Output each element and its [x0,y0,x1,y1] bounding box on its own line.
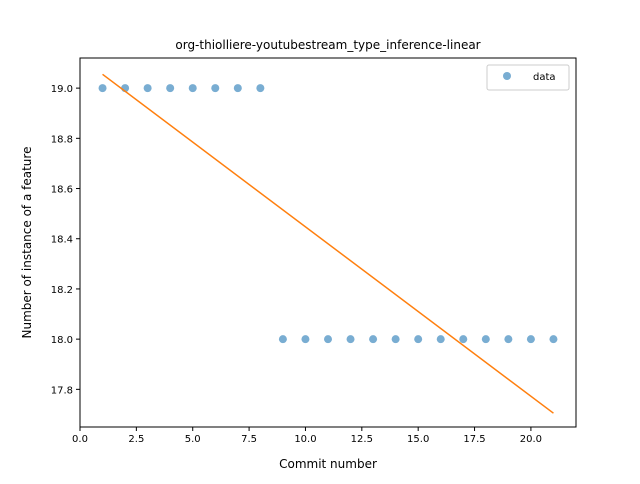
data-point [166,84,175,93]
y-tick-label: 18.4 [51,235,73,246]
x-axis-label: Commit number [279,457,377,471]
x-tick-label: 7.5 [241,434,257,445]
data-point [549,335,558,344]
legend-marker-data [503,72,511,80]
y-tick-label: 18.0 [51,335,73,346]
data-point [414,335,423,344]
y-tick-label: 18.8 [51,134,73,145]
y-tick-label: 18.6 [51,185,73,196]
y-tick-label: 17.8 [51,385,73,396]
x-tick-label: 20.0 [520,434,542,445]
data-point [301,335,310,344]
x-tick-label: 5.0 [185,434,201,445]
chart-title: org-thiolliere-youtubestream_type_infere… [175,38,480,52]
y-tick-label: 18.2 [51,285,73,296]
data-point [324,335,332,344]
legend-label-data: data [533,72,556,83]
x-tick-label: 2.5 [128,434,144,445]
x-tick-label: 0.0 [72,434,88,445]
data-point [211,84,220,93]
data-point [481,335,490,344]
data-point [369,335,378,344]
data-point [504,335,513,344]
y-axis-label: Number of instance of a feature [20,147,34,339]
y-axis-ticks: 17.8 18.0 18.2 18.4 18.6 18.8 19.0 [51,84,80,396]
x-tick-label: 12.5 [351,434,373,445]
plot-marks [98,73,558,414]
data-point [436,335,445,344]
data-point [188,84,197,93]
fit-line [102,73,554,414]
data-point [459,335,468,344]
data-point [256,84,265,93]
data-point [98,84,107,93]
data-point [526,335,535,344]
data-point [391,335,400,344]
data-point [143,84,152,93]
x-tick-label: 10.0 [294,434,316,445]
legend: data [486,64,570,91]
y-tick-label: 19.0 [51,84,73,95]
plot-frame [79,57,577,428]
x-tick-label: 17.5 [463,434,485,445]
data-point [346,335,355,344]
legend-box [486,64,570,91]
data-point [233,84,242,93]
data-point [278,335,287,344]
x-tick-label: 15.0 [407,434,429,445]
x-axis-ticks: 0.0 2.5 5.0 7.5 10.0 12.5 15.0 17.5 20.0 [72,427,542,445]
